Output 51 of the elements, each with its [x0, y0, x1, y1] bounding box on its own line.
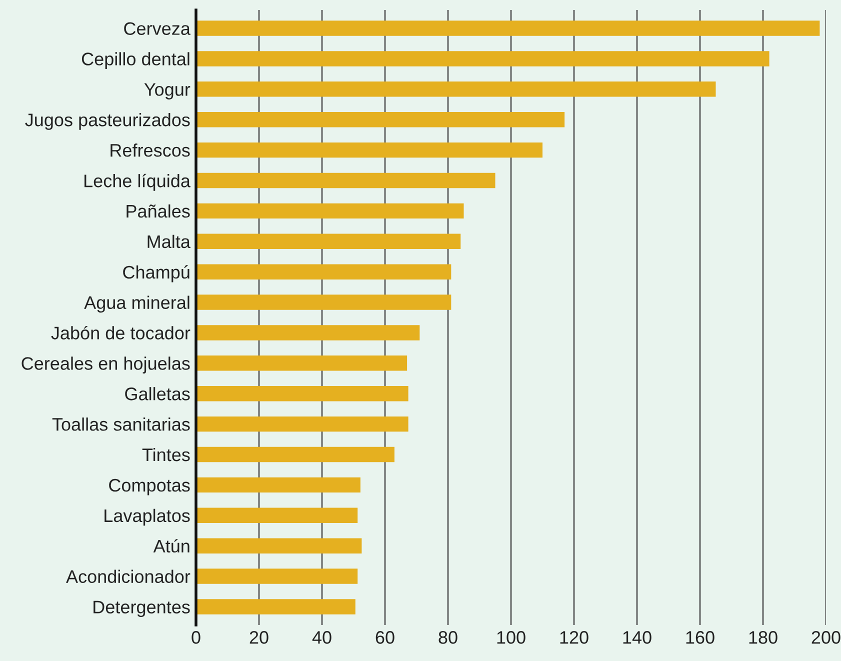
bar: [196, 264, 452, 280]
bar: [196, 172, 496, 188]
x-tick-label: 180: [749, 631, 778, 644]
bar: [196, 20, 820, 36]
x-tick-label: 160: [686, 631, 714, 644]
bar: [196, 325, 420, 340]
y-tick-label: Jugos pasteurizados: [25, 113, 190, 130]
x-tick-label: 80: [438, 631, 458, 644]
y-tick-label: Malta: [148, 234, 190, 248]
bar: [196, 356, 408, 371]
x-tick-label: 100: [497, 631, 526, 644]
y-tick-label: Cepillo dental: [82, 52, 190, 69]
bar: [196, 142, 542, 158]
x-tick-label: 200: [812, 631, 840, 644]
bar: [196, 82, 716, 97]
x-tick-label: 0: [192, 631, 200, 644]
y-tick-label: Compotas: [109, 478, 190, 496]
y-tick-label: Tintes: [142, 448, 190, 462]
bar: [196, 203, 464, 219]
y-tick-label: Yogur: [144, 83, 190, 100]
x-tick-label: 20: [250, 631, 268, 644]
y-tick-label: Atún: [153, 539, 190, 553]
y-tick-label: Detergentes: [94, 600, 190, 618]
bar: [196, 599, 356, 614]
bar: [196, 538, 362, 554]
x-tick-label: 40: [312, 631, 332, 644]
bar: [196, 508, 358, 524]
bar: [196, 386, 408, 402]
y-tick-label: Leche líquida: [84, 174, 190, 191]
x-tick-label: 60: [376, 631, 394, 644]
y-tick-label: Acondicionador: [66, 570, 190, 584]
y-tick-label: Lavaplatos: [104, 508, 190, 526]
bar: [196, 294, 452, 310]
bar: [196, 112, 565, 128]
bar: [196, 234, 461, 249]
bar: [196, 446, 394, 462]
bar: [196, 51, 770, 66]
bar: [196, 477, 360, 493]
y-tick-label: Refrescos: [110, 144, 190, 157]
bar: [196, 416, 408, 432]
y-tick-label: Toallas sanitarias: [52, 418, 190, 431]
x-tick-label: 140: [623, 631, 652, 644]
x-tick-label: 120: [560, 631, 588, 644]
y-tick-label: Cereales en hojuelas: [22, 356, 190, 374]
y-tick-label: Cerveza: [124, 22, 190, 35]
bar: [196, 568, 358, 584]
y-tick-label: Champú: [123, 265, 190, 282]
y-tick-label: Pañales: [126, 204, 190, 218]
y-tick-label: Galletas: [125, 387, 190, 400]
y-tick-label: Jabón de tocador: [51, 326, 190, 340]
y-tick-label: Agua mineral: [84, 296, 190, 313]
